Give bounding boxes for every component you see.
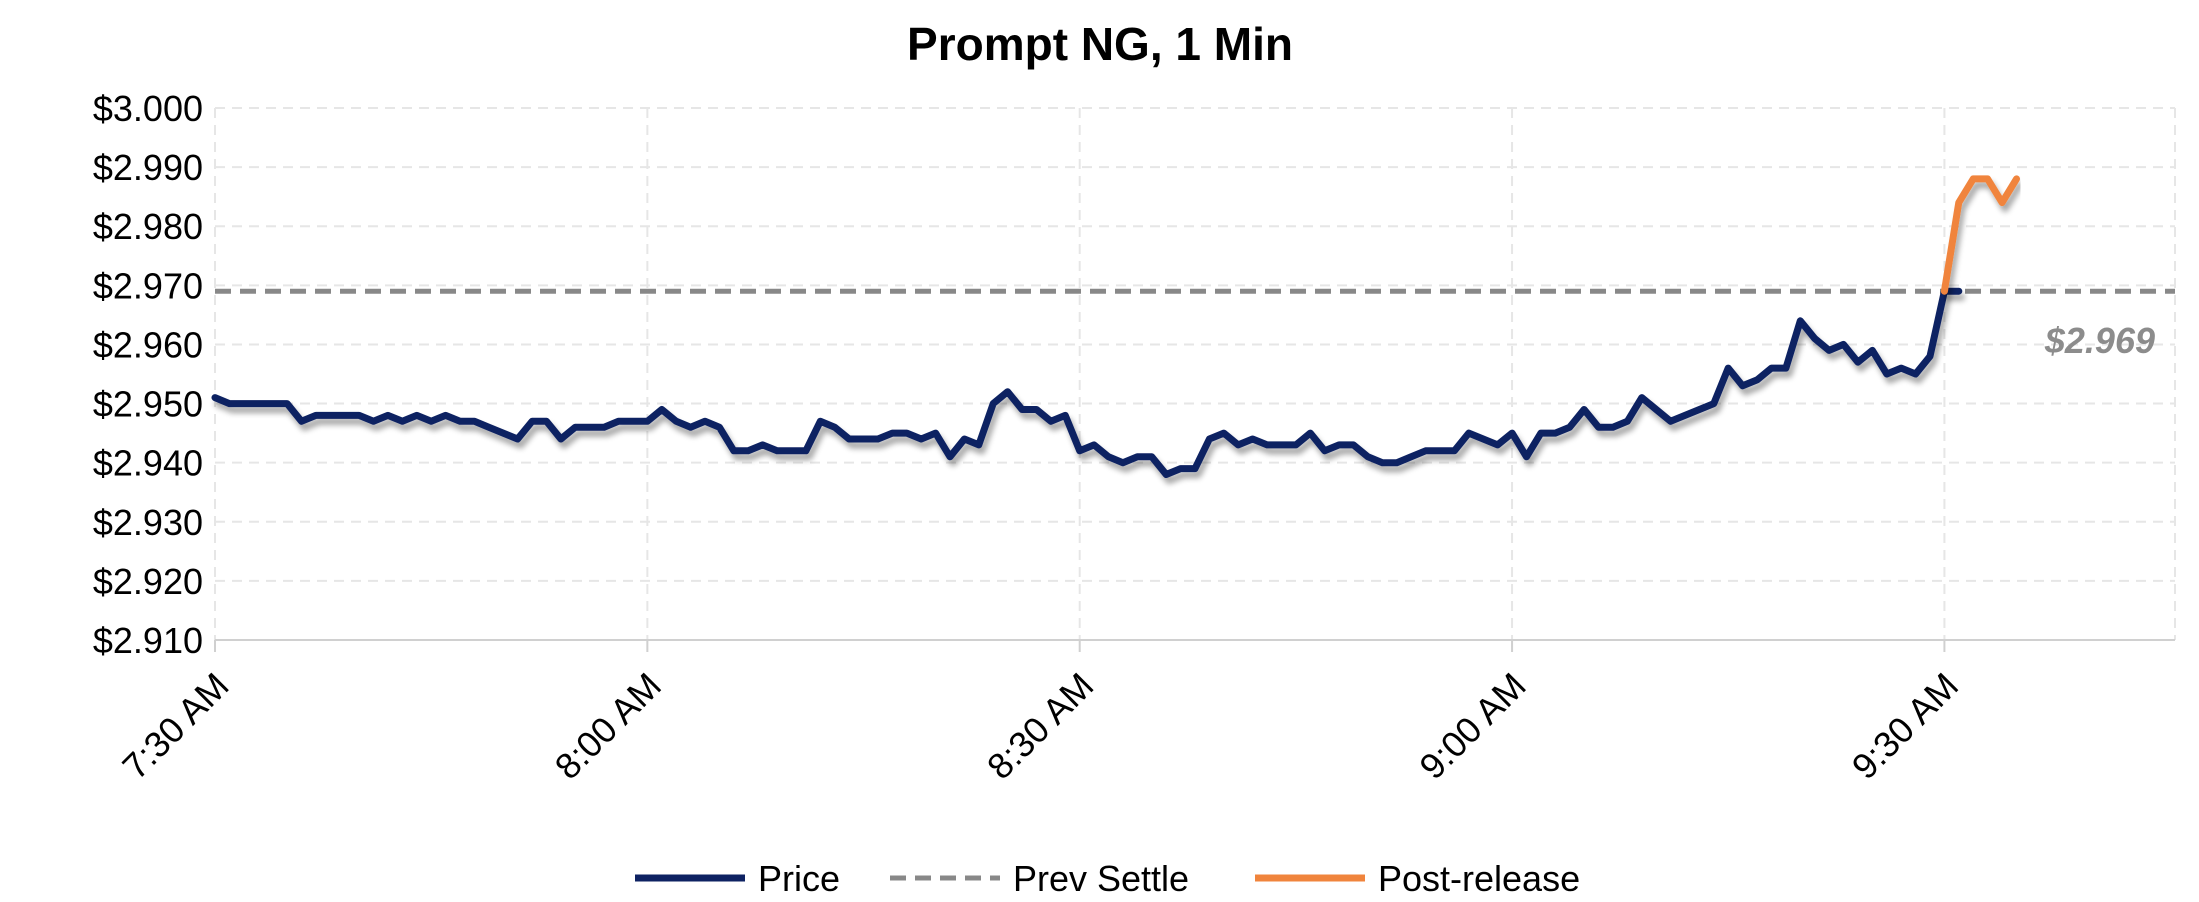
y-tick-label: $2.980 <box>93 206 203 247</box>
y-tick-label: $2.910 <box>93 620 203 661</box>
price-series-line <box>211 287 1963 478</box>
y-tick-label: $2.950 <box>93 384 203 425</box>
y-axis-tick-labels: $2.910 $2.920 $2.930 $2.940 $2.950 $2.960 $2.9… <box>93 88 203 661</box>
x-axis-tick-labels: 7:30 AM 8:00 AM 8:30 AM 9:00 AM 9:30 AM <box>114 665 1966 787</box>
post-release-series-line <box>1940 175 2020 295</box>
x-tick-label: 9:00 AM <box>1411 665 1533 787</box>
y-tick-label: $2.960 <box>93 324 203 365</box>
x-tick-label: 8:30 AM <box>979 665 1101 787</box>
chart-title: Prompt NG, 1 Min <box>907 18 1293 70</box>
y-tick-label: $2.990 <box>93 147 203 188</box>
y-tick-label: $2.920 <box>93 561 203 602</box>
x-tick-label: 9:30 AM <box>1844 665 1966 787</box>
legend-post-release-label: Post-release <box>1378 858 1580 899</box>
y-tick-label: $2.930 <box>93 502 203 543</box>
legend: Price Prev Settle Post-release <box>635 858 1580 899</box>
y-tick-label: $2.970 <box>93 265 203 306</box>
legend-prev-settle-label: Prev Settle <box>1013 858 1189 899</box>
gridlines <box>214 107 2176 640</box>
x-tick-label: 7:30 AM <box>114 665 236 787</box>
y-tick-label: $2.940 <box>93 443 203 484</box>
y-tick-label: $3.000 <box>93 88 203 129</box>
axes <box>214 639 2175 652</box>
x-tick-label: 8:00 AM <box>547 665 669 787</box>
prev-settle-label: $2.969 <box>2044 320 2155 361</box>
legend-price-label: Price <box>758 858 840 899</box>
